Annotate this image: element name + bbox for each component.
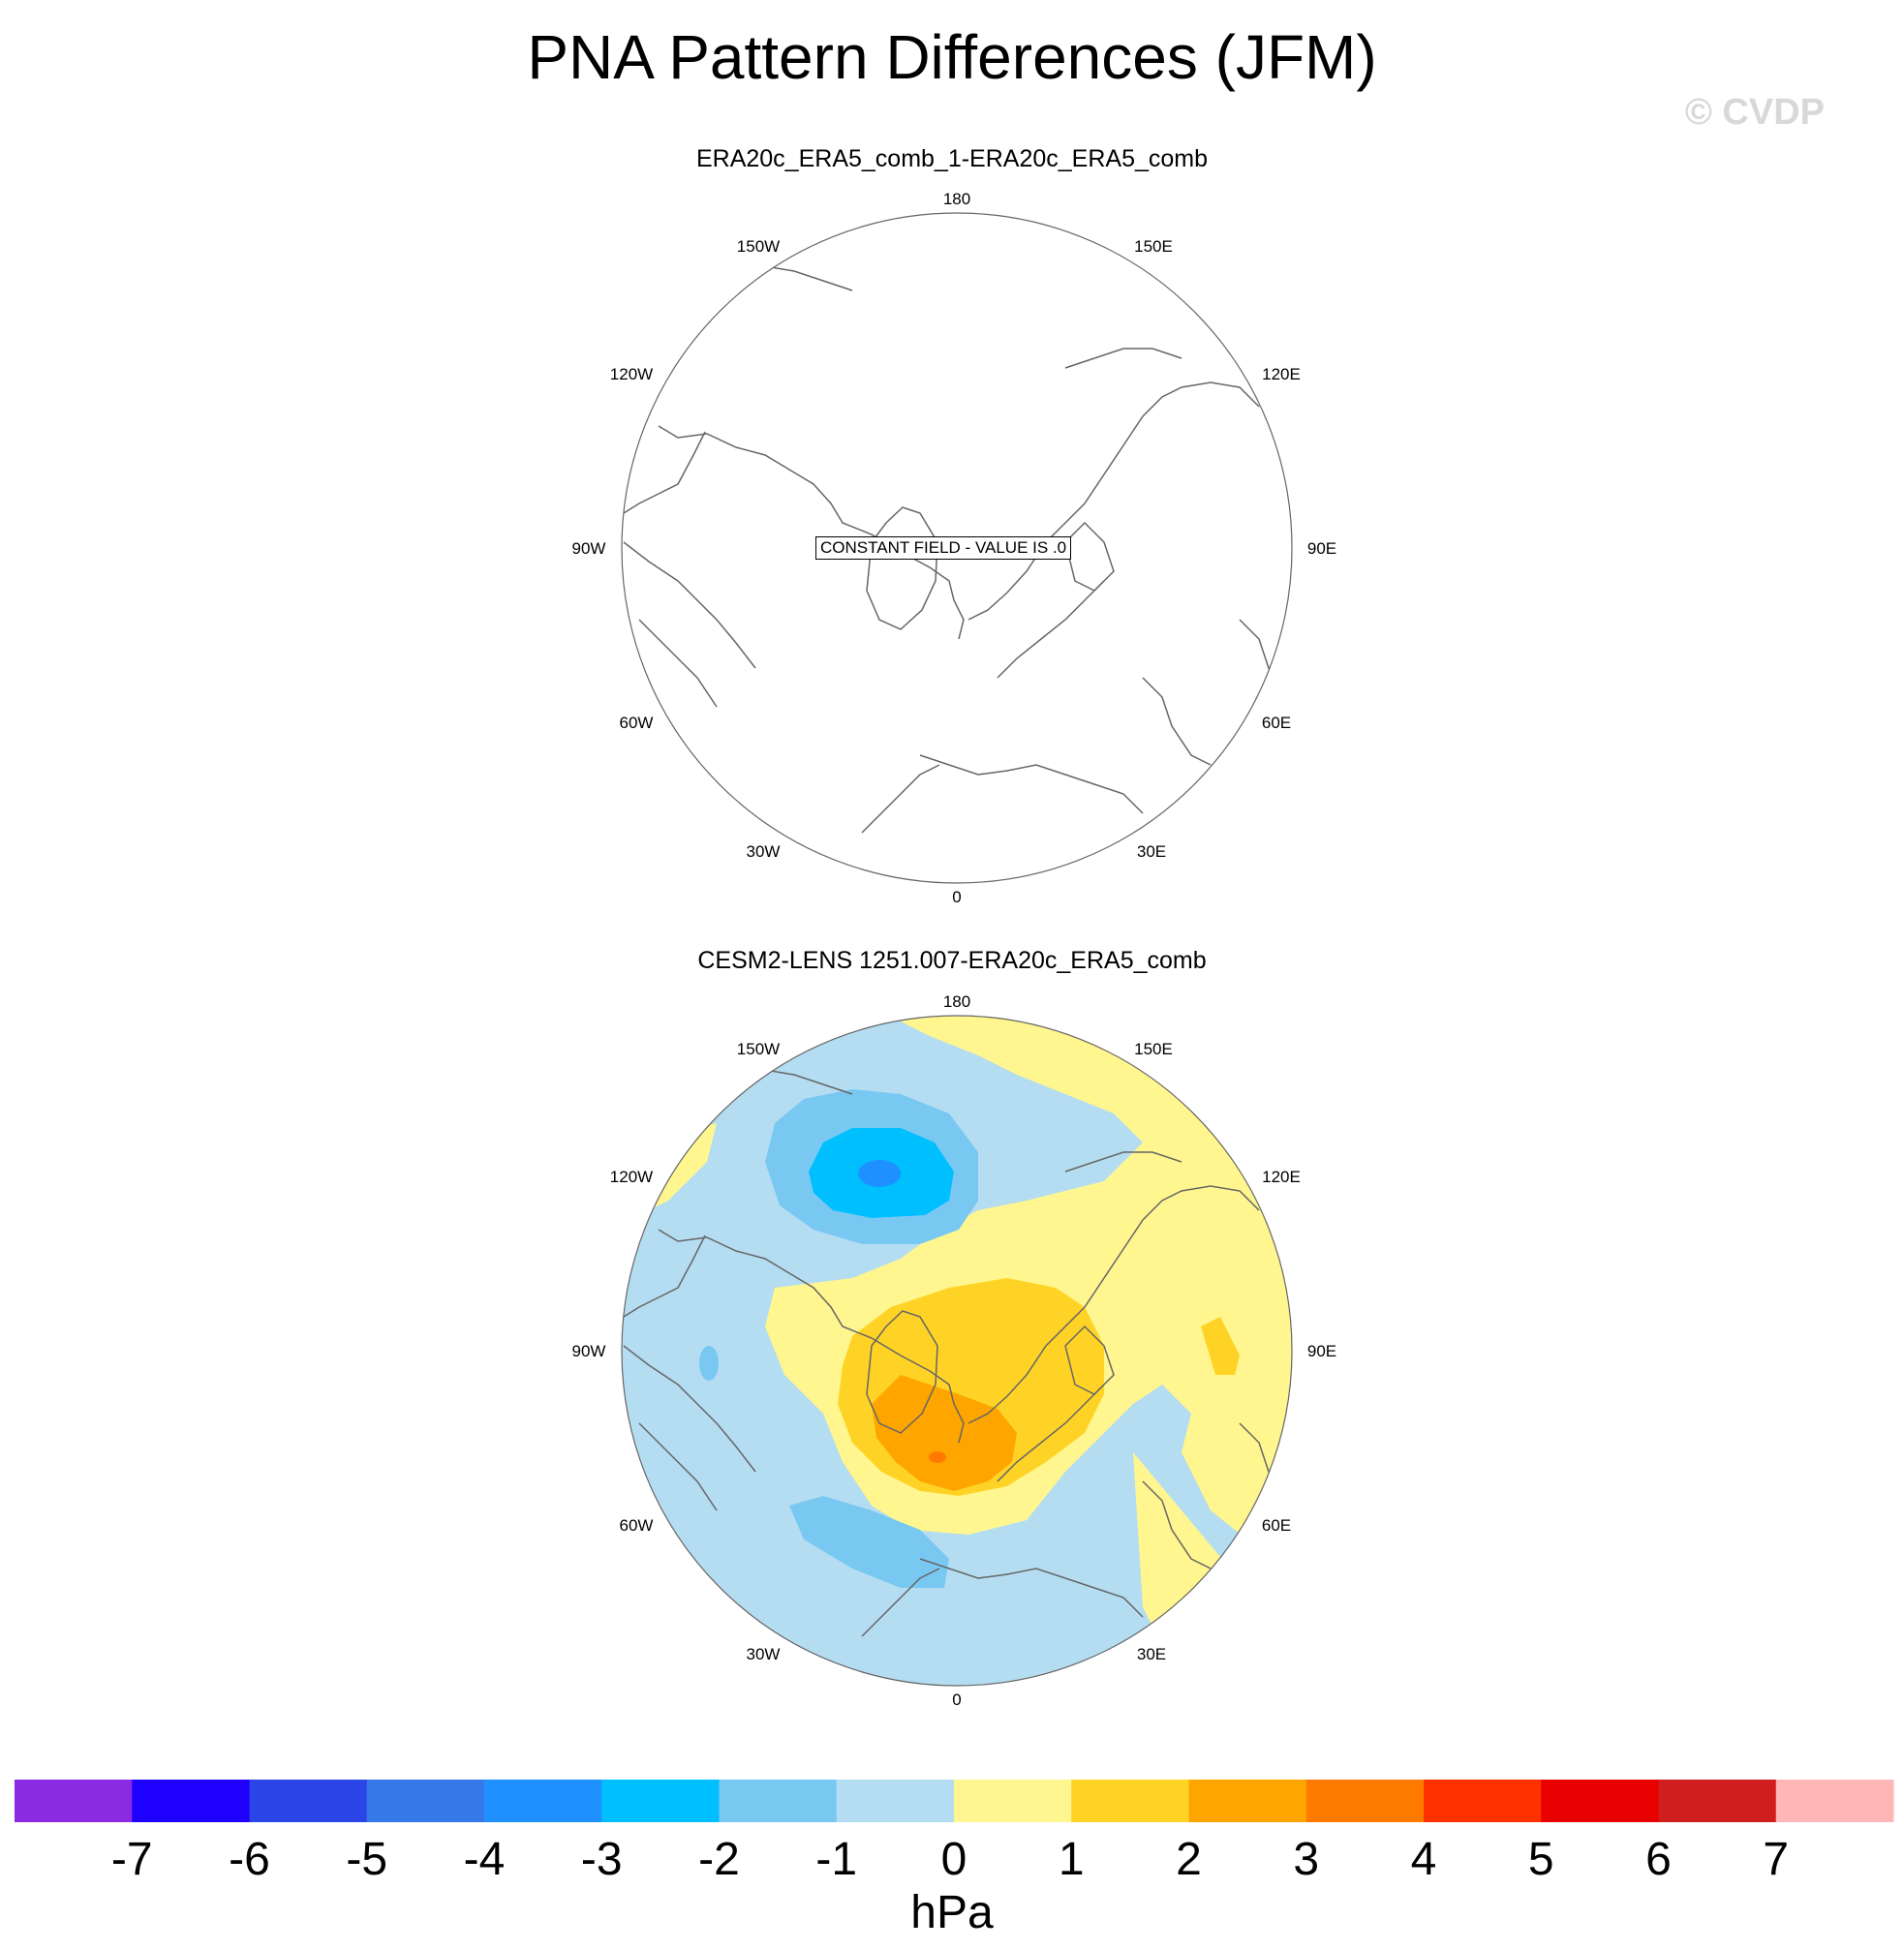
- lon-label-0: 0: [952, 888, 961, 906]
- colorbar-tick-label: -5: [346, 1834, 387, 1885]
- lon-label-60e: 60E: [1262, 714, 1291, 732]
- lon-label-150e: 150E: [1134, 1040, 1173, 1058]
- panel-2-title: CESM2-LENS 1251.007-ERA20c_ERA5_comb: [697, 947, 1207, 974]
- colorbar-tick-labels: -7 -6 -5 -4 -3 -2 -1 0 1 2 3 4 5 6 7: [111, 1834, 1789, 1885]
- colorbar-tick-label: -2: [698, 1834, 740, 1885]
- colorbar-swatch: [366, 1780, 485, 1822]
- colorbar-tick-label: 1: [1059, 1834, 1085, 1885]
- colorbar-tick-label: 6: [1645, 1834, 1672, 1885]
- lon-label-90w: 90W: [572, 539, 606, 558]
- lon-label-30e: 30E: [1137, 1645, 1166, 1663]
- panel-2-boundary-circle: [621, 1015, 1293, 1687]
- colorbar-swatch: [1188, 1780, 1307, 1822]
- panel-1-coastlines: [623, 265, 1279, 834]
- colorbar-tick-label: 7: [1763, 1834, 1789, 1885]
- colorbar-swatch: [15, 1780, 133, 1822]
- colorbar-swatch: [954, 1780, 1072, 1822]
- lon-label-180: 180: [943, 992, 970, 1011]
- lon-label-120w: 120W: [610, 1168, 653, 1186]
- colorbar-swatch: [1541, 1780, 1659, 1822]
- fill-range-neg2-neg1-small: [699, 1346, 719, 1381]
- colorbar-swatches: [15, 1780, 1894, 1822]
- fill-range-neg2-neg1-southwest: [789, 1496, 949, 1588]
- colorbar-units: hPa: [910, 1887, 994, 1938]
- lon-label-150w: 150W: [737, 237, 780, 256]
- lon-label-30w: 30W: [747, 1645, 781, 1663]
- lon-label-120w: 120W: [610, 365, 653, 383]
- colorbar-swatch: [1775, 1780, 1894, 1822]
- lon-label-60w: 60W: [620, 1516, 654, 1535]
- lon-label-150e: 150E: [1134, 237, 1173, 256]
- colorbar-tick-label: -6: [229, 1834, 270, 1885]
- colorbar-swatch: [249, 1780, 368, 1822]
- lon-label-90w: 90W: [572, 1342, 606, 1360]
- lon-label-90e: 90E: [1307, 539, 1336, 558]
- colorbar-tick-label: 5: [1528, 1834, 1554, 1885]
- lon-label-30w: 30W: [747, 842, 781, 861]
- lon-label-90e: 90E: [1307, 1342, 1336, 1360]
- panel-1-title: ERA20c_ERA5_comb_1-ERA20c_ERA5_comb: [695, 145, 1209, 172]
- colorbar-tick-label: -3: [581, 1834, 623, 1885]
- lon-label-0: 0: [952, 1691, 961, 1709]
- lon-label-120e: 120E: [1262, 1168, 1301, 1186]
- lon-label-60e: 60E: [1262, 1516, 1291, 1535]
- colorbar-swatch: [1071, 1780, 1189, 1822]
- panel-1-longitude-labels: 180 150E 120E 90E 60E 30E 0 30W 60W 90W …: [572, 190, 1337, 906]
- colorbar-swatch: [719, 1780, 838, 1822]
- constant-field-message: CONSTANT FIELD - VALUE IS .0: [815, 536, 1072, 560]
- lon-label-150w: 150W: [737, 1040, 780, 1058]
- colorbar-swatch: [484, 1780, 602, 1822]
- colorbar-swatch: [132, 1780, 250, 1822]
- fill-range-neg4-neg3: [858, 1160, 901, 1187]
- colorbar-swatch: [836, 1780, 955, 1822]
- colorbar-swatch: [1658, 1780, 1777, 1822]
- fill-range-1-2-east: [1201, 1317, 1240, 1375]
- lon-label-180: 180: [943, 190, 970, 208]
- fill-range-2-3: [872, 1375, 1017, 1491]
- cvdp-watermark: © CVDP: [1684, 92, 1825, 133]
- lon-label-30e: 30E: [1137, 842, 1166, 861]
- panel-2-longitude-labels: 180 150E 120E 90E 60E 30E 0 30W 60W 90W …: [572, 992, 1337, 1709]
- colorbar-swatch: [1305, 1780, 1425, 1822]
- figure-title: PNA Pattern Differences (JFM): [527, 22, 1377, 92]
- colorbar-tick-label: 3: [1293, 1834, 1319, 1885]
- colorbar-tick-label: -4: [464, 1834, 506, 1885]
- colorbar-tick-label: -1: [815, 1834, 857, 1885]
- colorbar-tick-label: 2: [1176, 1834, 1202, 1885]
- colorbar-tick-label: -7: [111, 1834, 153, 1885]
- lon-label-60w: 60W: [620, 714, 654, 732]
- colorbar-tick-label: 0: [941, 1834, 967, 1885]
- colorbar-tick-label: 4: [1411, 1834, 1437, 1885]
- colorbar-swatch: [601, 1780, 720, 1822]
- lon-label-120e: 120E: [1262, 365, 1301, 383]
- colorbar-swatch: [1424, 1780, 1542, 1822]
- fill-range-3-4: [929, 1451, 946, 1463]
